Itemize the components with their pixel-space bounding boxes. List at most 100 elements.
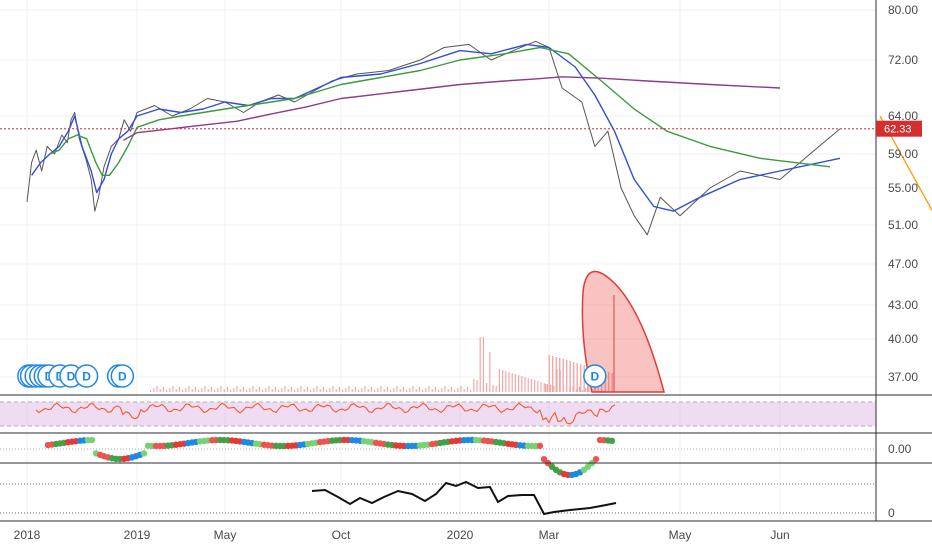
volume-bar <box>524 377 526 392</box>
volume-bar <box>220 386 222 392</box>
volume-bar <box>470 390 472 392</box>
last-price-badge: 62.33 <box>876 120 922 137</box>
volume-bar <box>380 386 382 392</box>
volume-bar <box>428 386 430 392</box>
volume-bar <box>550 385 552 392</box>
dividend-circle <box>110 364 135 388</box>
volume-bar <box>505 371 507 392</box>
volume-bar <box>585 388 587 392</box>
volume-bar <box>553 386 555 392</box>
volume-bar <box>447 389 449 392</box>
volume-bar <box>329 388 331 392</box>
volume-bar <box>342 390 344 392</box>
arrow-shaft <box>879 115 932 212</box>
dividend-marker[interactable]: D <box>110 364 135 388</box>
volume-bar <box>297 388 299 392</box>
volume-bar <box>377 388 379 392</box>
volume-bar <box>611 373 613 392</box>
volume-bar <box>566 360 568 392</box>
volume-bar <box>441 388 443 392</box>
volume-bar <box>582 390 584 392</box>
volume-bar <box>476 380 478 392</box>
volume-bar <box>185 388 187 392</box>
volume-bar <box>271 389 273 392</box>
volume-bar <box>278 390 280 392</box>
volume-bar <box>588 386 590 392</box>
dividend-markers[interactable]: DDDDDDDDDDDD <box>17 364 607 388</box>
volume-bar <box>207 389 209 392</box>
volume-bar <box>374 390 376 392</box>
price-tick-label: 72.00 <box>888 53 918 67</box>
volume-bar <box>537 381 539 392</box>
price-series <box>26 40 841 236</box>
volume-bar <box>156 386 158 392</box>
time-tick-label: Mar <box>539 528 560 542</box>
volume-bar <box>521 376 523 392</box>
dividend-circle <box>583 364 607 388</box>
series-line-2 <box>49 46 831 176</box>
volume-bar <box>473 379 475 392</box>
osc-zero-label: 0.00 <box>888 442 912 456</box>
volume-bar <box>530 379 532 392</box>
volume-bar <box>204 386 206 392</box>
volume-bar <box>562 359 564 392</box>
price-tick-label: 47.00 <box>888 257 918 271</box>
volume-bar <box>406 390 408 392</box>
volume-bar <box>575 389 577 392</box>
dividend-label: D <box>67 370 76 384</box>
time-axis[interactable]: 2018 2019 May Oct 2020 Mar May Jun <box>14 528 790 542</box>
volume-bar <box>287 389 289 392</box>
osc-dot <box>608 437 616 445</box>
volume-bar <box>188 386 190 392</box>
volume-bar <box>527 378 529 392</box>
highlight-ellipse <box>581 270 665 393</box>
rsi-band <box>0 402 876 426</box>
volume-bar <box>316 386 318 392</box>
volume-bar <box>214 390 216 392</box>
volume-bar <box>169 388 171 392</box>
volume-bar <box>546 384 548 392</box>
volume-bar <box>412 386 414 392</box>
last-price-bg <box>876 120 922 137</box>
volume-bar <box>281 388 283 392</box>
price-axis[interactable]: 80.00 72.00 64.00 59.00 55.00 51.00 47.00 43.00… <box>876 3 922 520</box>
series-line-1 <box>31 43 841 212</box>
price-tick-label: 55.00 <box>888 181 918 195</box>
volume-bar <box>479 337 481 392</box>
volume-bar <box>351 389 353 392</box>
volume-bar <box>201 388 203 392</box>
volume-bar <box>552 356 554 392</box>
time-tick-label: May <box>669 528 692 542</box>
price-tick-label: 43.00 <box>888 298 918 312</box>
osc-dot <box>536 442 544 450</box>
time-tick-label: 2018 <box>14 528 41 542</box>
bottom-zero-label: 0 <box>888 506 895 520</box>
volume-bar <box>178 387 180 392</box>
volume-bar <box>335 389 337 392</box>
volume-bar <box>367 389 369 392</box>
dividend-label: D <box>591 370 600 384</box>
volume-bar <box>262 390 264 392</box>
volume-bar <box>175 389 177 392</box>
volume-bar <box>548 355 550 392</box>
volume-bar <box>399 389 401 392</box>
volume-bar <box>545 384 547 392</box>
time-tick-label: Oct <box>332 528 351 542</box>
volume-bar <box>556 369 558 392</box>
dividend-marker[interactable]: D <box>583 364 607 388</box>
volume-bar <box>396 386 398 392</box>
volume-bar <box>182 390 184 392</box>
volume-bar <box>313 388 315 392</box>
volume-bar <box>268 386 270 392</box>
bottom-line <box>311 480 617 516</box>
volume-bar <box>495 386 497 392</box>
volume-bar <box>348 386 350 392</box>
volume-bar <box>249 388 251 392</box>
series-line-3 <box>122 76 781 141</box>
dividend-marker[interactable]: D <box>74 364 99 388</box>
volume-bar <box>569 361 571 392</box>
volume-bar <box>322 387 324 392</box>
volume-bar <box>415 389 417 392</box>
volume-bar <box>172 386 174 392</box>
